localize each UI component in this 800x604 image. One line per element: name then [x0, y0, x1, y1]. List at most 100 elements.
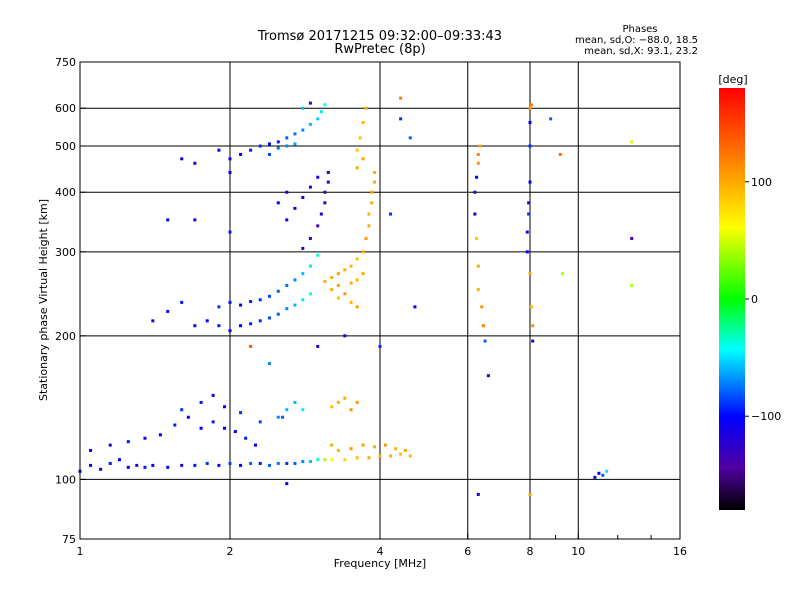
data-point	[239, 463, 243, 467]
data-point	[349, 281, 353, 285]
data-point	[364, 236, 368, 240]
data-point	[326, 180, 330, 184]
colorbar-tick-label: −100	[751, 410, 781, 423]
data-point	[217, 324, 221, 328]
data-point	[355, 278, 359, 282]
data-point	[481, 324, 485, 328]
data-point	[108, 443, 112, 447]
data-point	[143, 465, 147, 469]
data-point	[370, 201, 374, 205]
data-point	[601, 473, 605, 477]
data-point	[267, 316, 271, 320]
plot-grid	[80, 62, 680, 539]
data-point	[473, 212, 477, 216]
data-point	[258, 319, 262, 323]
data-point	[323, 458, 327, 462]
data-point	[158, 433, 162, 437]
data-point	[336, 272, 340, 276]
data-point	[308, 264, 312, 268]
y-tick-label: 300	[55, 246, 76, 259]
data-point	[285, 218, 289, 222]
data-point	[343, 396, 347, 400]
data-point	[531, 339, 535, 343]
data-point	[349, 264, 353, 268]
data-point	[593, 475, 597, 479]
data-point	[319, 110, 323, 114]
x-tick-label: 2	[227, 545, 234, 558]
data-point	[301, 106, 305, 110]
data-point	[343, 292, 347, 296]
data-point	[389, 454, 393, 458]
data-point	[223, 426, 227, 430]
data-point	[301, 272, 305, 276]
data-point	[476, 288, 480, 292]
data-point	[108, 461, 112, 465]
y-tick-label: 750	[55, 56, 76, 69]
data-point	[267, 463, 271, 467]
data-point	[293, 303, 297, 307]
data-point	[478, 144, 482, 148]
data-point	[486, 374, 490, 378]
data-point	[316, 224, 320, 228]
data-point	[180, 408, 184, 412]
data-point	[301, 460, 305, 464]
data-point	[293, 461, 297, 465]
data-point	[89, 463, 93, 467]
data-point	[413, 305, 417, 309]
y-tick-label: 200	[55, 330, 76, 343]
data-point	[361, 250, 365, 254]
data-point	[528, 121, 532, 125]
data-point	[355, 305, 359, 309]
y-tick-label: 600	[55, 102, 76, 115]
y-tick-label: 75	[62, 533, 76, 546]
data-point	[525, 250, 529, 254]
data-point	[239, 152, 243, 156]
data-point	[476, 492, 480, 496]
data-point	[293, 400, 297, 404]
data-point	[308, 292, 312, 296]
data-point	[475, 236, 479, 240]
x-tick-label: 1	[77, 545, 84, 558]
data-point	[301, 128, 305, 132]
data-point	[343, 268, 347, 272]
data-point	[361, 272, 365, 276]
y-axis-label: Stationary phase Virtual Height [km]	[37, 199, 50, 401]
data-point	[330, 458, 334, 462]
data-point	[293, 278, 297, 282]
data-point	[349, 408, 353, 412]
data-point	[223, 405, 227, 409]
data-point	[173, 423, 177, 427]
data-point	[228, 230, 232, 234]
data-point	[605, 469, 609, 473]
data-point	[355, 148, 359, 152]
phase-colorbar	[719, 88, 745, 510]
data-point	[330, 405, 334, 409]
data-point	[258, 461, 262, 465]
x-tick-label: 6	[464, 545, 471, 558]
data-point	[180, 300, 184, 304]
data-point	[399, 117, 403, 121]
data-point	[330, 443, 334, 447]
data-point	[151, 319, 155, 323]
data-point	[364, 106, 368, 110]
data-point	[239, 411, 243, 415]
data-point	[527, 201, 531, 205]
data-point	[293, 132, 297, 136]
data-point	[528, 144, 532, 148]
data-point	[293, 206, 297, 210]
data-point	[276, 415, 280, 419]
colorbar-tick-label: 100	[751, 176, 772, 189]
data-point	[249, 344, 253, 348]
data-point	[205, 461, 209, 465]
data-point	[408, 454, 412, 458]
data-point	[367, 212, 371, 216]
data-point	[378, 344, 382, 348]
data-point	[358, 136, 362, 140]
data-point	[228, 461, 232, 465]
data-point	[476, 161, 480, 165]
data-point	[285, 482, 289, 486]
x-tick-label: 10	[571, 545, 585, 558]
data-point	[373, 180, 377, 184]
data-point	[267, 361, 271, 365]
data-point	[367, 456, 371, 460]
